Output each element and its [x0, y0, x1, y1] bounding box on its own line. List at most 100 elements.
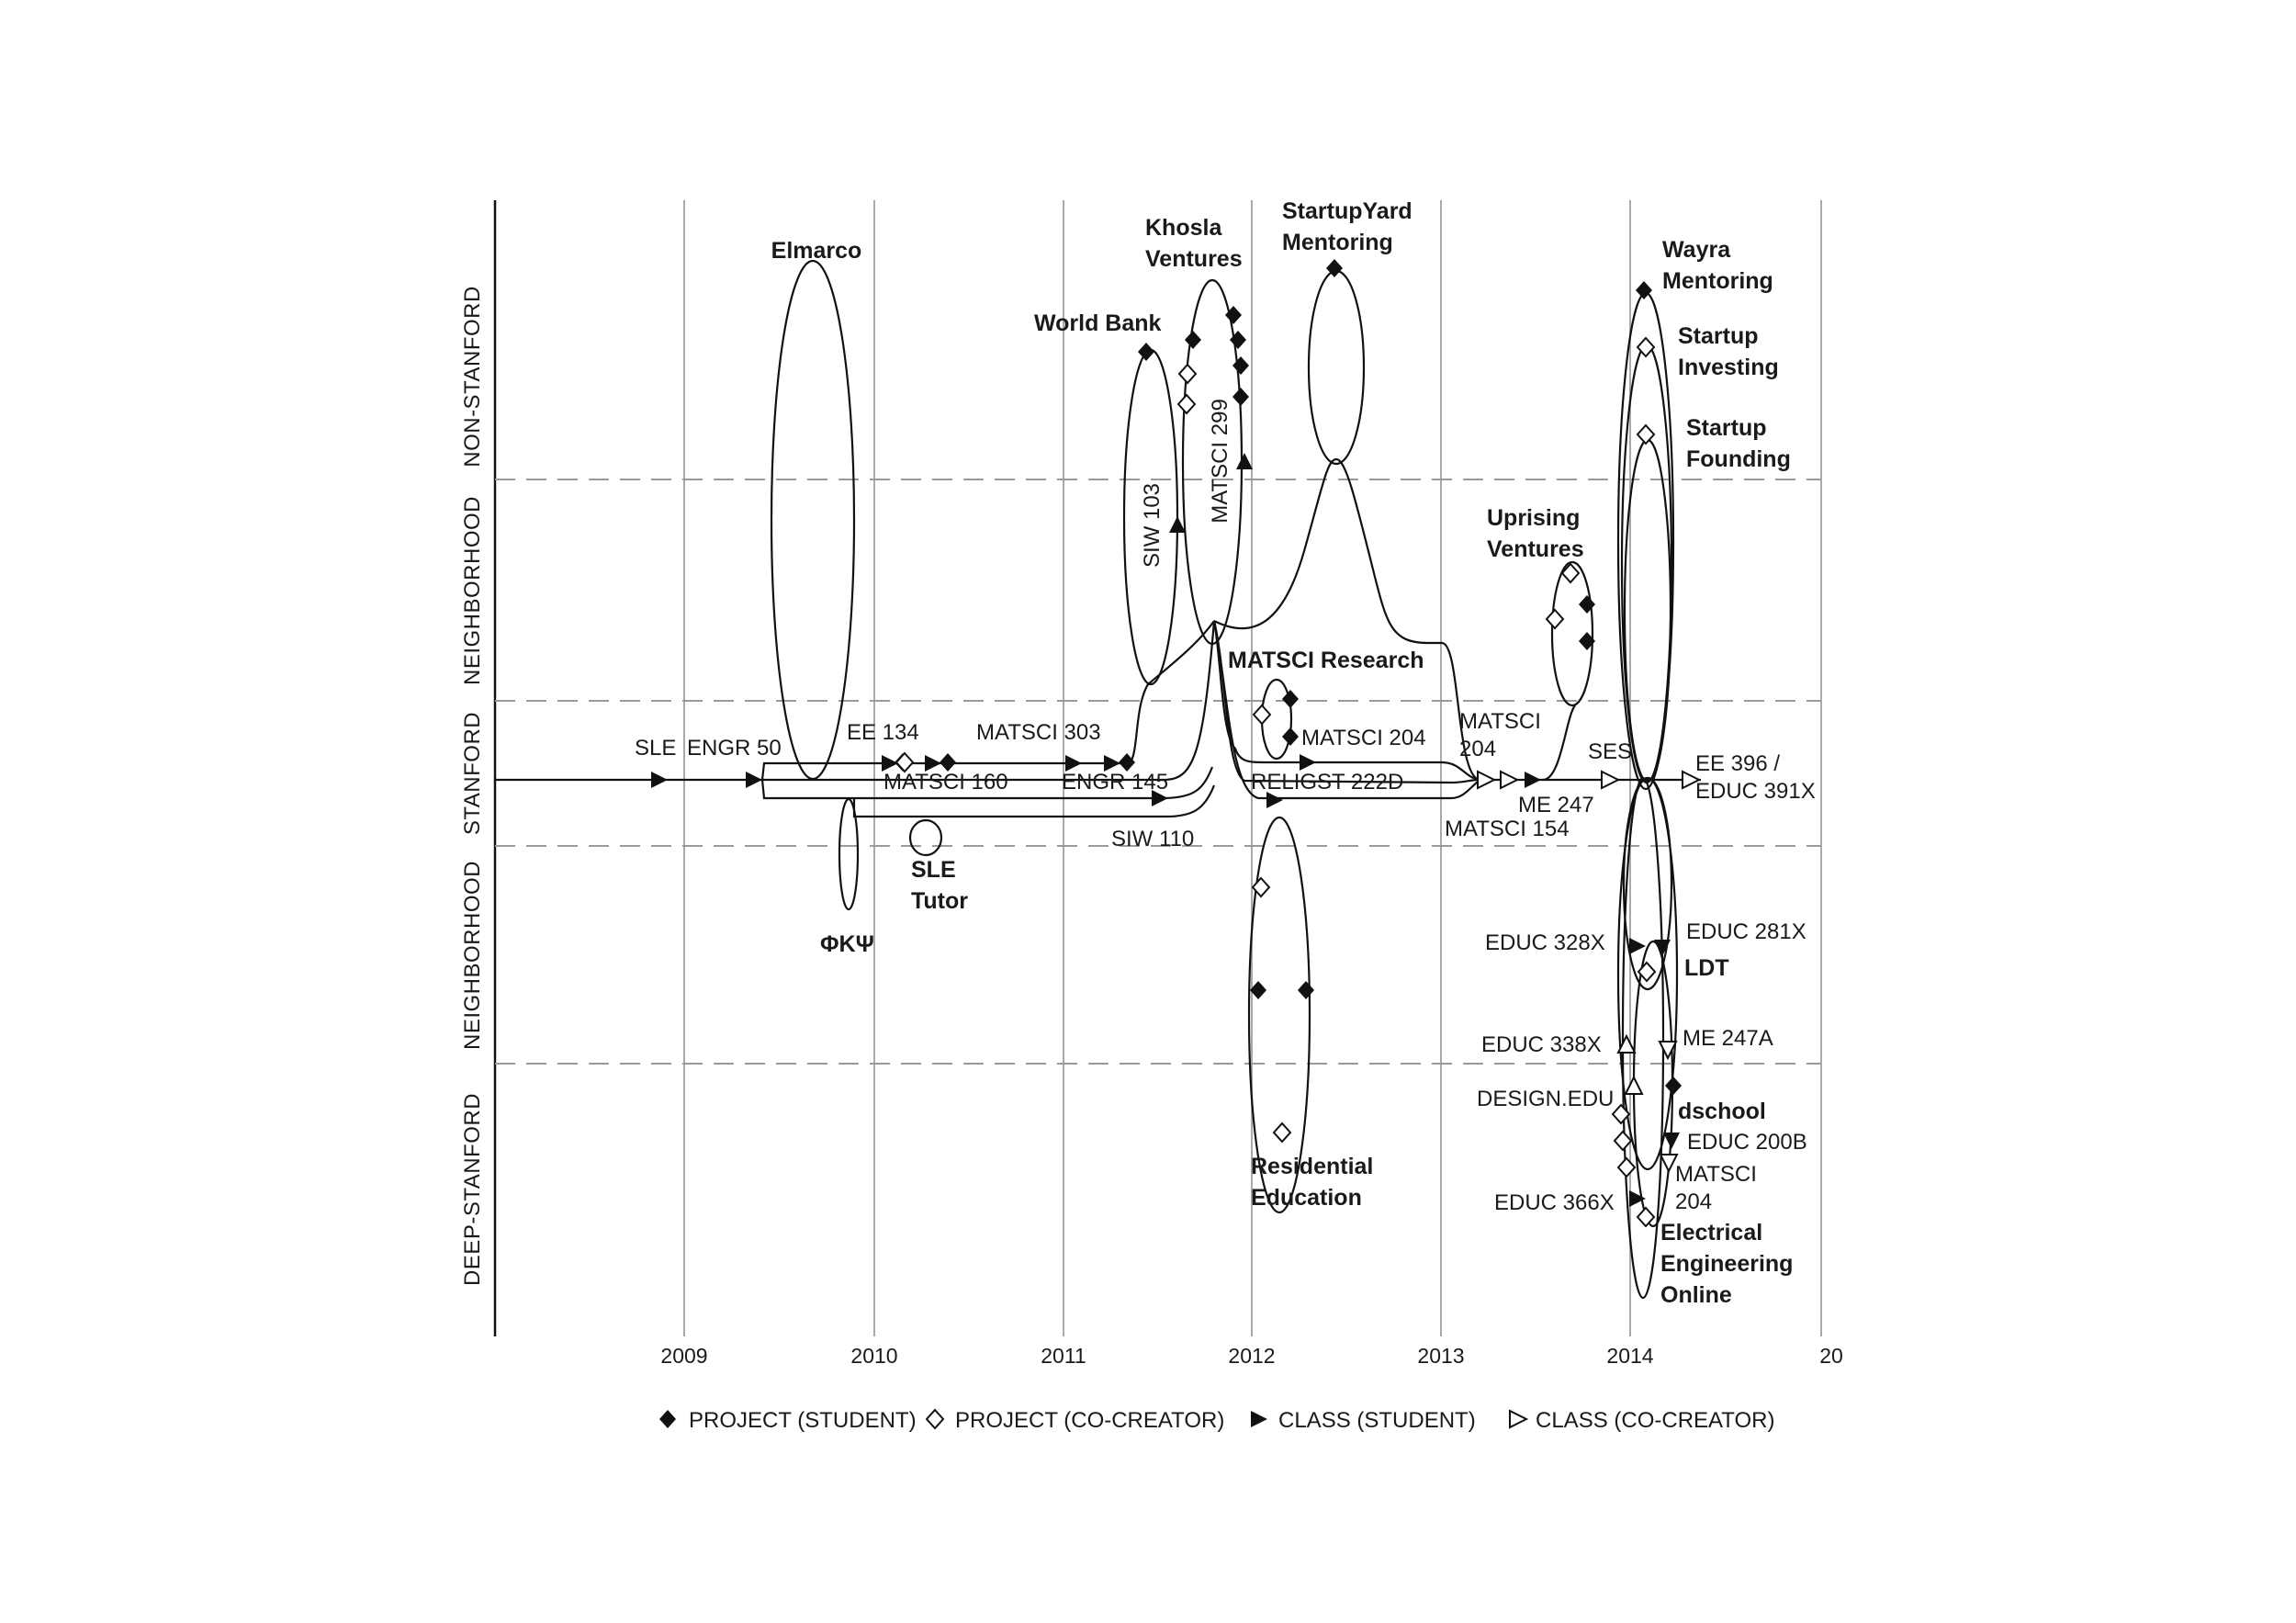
marker-dschool	[1665, 1076, 1682, 1095]
year-label-2011: 2011	[1041, 1344, 1086, 1368]
label-ee396: EE 396 / EDUC 391X	[1695, 751, 1816, 804]
marker-uprising-open-2	[1546, 609, 1564, 629]
marker-khosla-4	[1232, 356, 1249, 375]
label-startup-investing: Startup Investing	[1678, 323, 1779, 380]
label-uprising-line-1: Uprising	[1487, 505, 1580, 531]
legend-label-class-cocreator: CLASS (CO-CREATOR)	[1536, 1408, 1774, 1433]
marker-uprising-a	[1579, 595, 1595, 614]
legend-marker-project-student	[659, 1410, 676, 1428]
label-matsci-research: MATSCI Research	[1228, 648, 1424, 673]
legend-marker-class-cocreator	[1509, 1410, 1527, 1428]
marker-res-ed-b	[1298, 981, 1314, 999]
band-label-neighborhood-upper: NEIGHBORHOOD	[460, 496, 485, 685]
label-startup-founding: Startup Founding	[1686, 415, 1791, 472]
label-startupyard-line-1: StartupYard	[1282, 198, 1412, 224]
loop-elmarco	[770, 259, 856, 781]
band-label-non-stanford: NON-STANFORD	[460, 286, 485, 468]
node-labels: Elmarco Khosla Ventures StartupYard Mentor…	[771, 198, 1794, 1308]
label-khosla-line-1: Khosla	[1145, 215, 1222, 241]
marker-res-ed-open-2	[1273, 1122, 1291, 1143]
label-ldt: LDT	[1684, 955, 1729, 981]
markers	[651, 259, 1700, 1227]
label-wayra-line-1: Wayra	[1662, 237, 1731, 263]
path-to-worldbank	[1129, 683, 1149, 764]
legend-label-project-cocreator: PROJECT (CO-CREATOR)	[955, 1408, 1224, 1433]
label-religst222d: RELIGST 222D	[1251, 770, 1403, 795]
label-siw110: SIW 110	[1111, 827, 1194, 851]
label-startupyard: StartupYard Mentoring	[1282, 198, 1412, 255]
path-rail-upper	[760, 761, 1130, 781]
band-label-stanford: STANFORD	[460, 712, 485, 835]
label-electrical-engineering-online-line-1: Electrical	[1660, 1220, 1762, 1245]
label-dschool: dschool	[1678, 1099, 1766, 1124]
marker-matsci-research-b	[1282, 727, 1299, 746]
loop-dschool	[1616, 776, 1679, 1171]
year-labels: 2009 2010 2011 2012 2013 2014 20	[660, 1344, 1842, 1368]
marker-eeo	[1637, 1207, 1655, 1227]
label-ee396-line-1: EE 396 /	[1695, 751, 1780, 776]
label-electrical-engineering-online: Electrical Engineering Online	[1660, 1220, 1793, 1308]
loop-deep-stanford-left	[1621, 776, 1665, 1300]
label-educ338x: EDUC 338X	[1481, 1032, 1602, 1057]
marker-matsci299	[1236, 453, 1253, 469]
label-startup-founding-line-2: Founding	[1686, 446, 1791, 472]
marker-elmarco-b	[940, 753, 956, 772]
label-electrical-engineering-online-line-3: Online	[1660, 1282, 1732, 1308]
label-residential-education-line-2: Education	[1251, 1185, 1362, 1211]
path-religst-rail	[1304, 761, 1480, 782]
label-khosla: Khosla Ventures	[1145, 215, 1243, 272]
label-startup-founding-line-1: Startup	[1686, 415, 1767, 441]
marker-khosla-open-1	[1178, 364, 1197, 384]
label-world-bank: World Bank	[1034, 310, 1162, 336]
marker-khosla-open-2	[1177, 394, 1196, 414]
marker-sle	[651, 772, 668, 788]
label-uprising-line-2: Ventures	[1487, 536, 1584, 562]
band-label-deep-stanford: DEEP-STANFORD	[460, 1093, 485, 1286]
label-matsci204-b-line-1: MATSCI	[1459, 709, 1541, 734]
year-label-2015: 20	[1819, 1344, 1843, 1368]
label-residential-education-line-1: Residential	[1251, 1154, 1373, 1179]
marker-educ328x	[1629, 938, 1646, 954]
marker-world-bank	[1138, 343, 1154, 361]
marker-matsci-research-open	[1253, 704, 1271, 725]
legend-marker-project-cocreator	[926, 1409, 944, 1429]
label-matsci204-c-line-2: 204	[1675, 1189, 1712, 1214]
label-wayra: Wayra Mentoring	[1662, 237, 1773, 294]
path-uprising-stem	[1542, 704, 1576, 782]
label-engr145: ENGR 145	[1062, 770, 1168, 795]
label-educ200b: EDUC 200B	[1687, 1130, 1807, 1155]
year-label-2014: 2014	[1606, 1344, 1653, 1368]
marker-educ281x	[1654, 940, 1671, 956]
label-sle-tutor-line-2: Tutor	[911, 888, 968, 914]
loop-startupyard	[1307, 269, 1366, 466]
label-matsci299: MATSCI 299	[1208, 399, 1232, 524]
year-gridlines	[683, 200, 1822, 1336]
label-sle-tutor: SLE Tutor	[911, 857, 968, 914]
label-ee134: EE 134	[847, 720, 919, 745]
label-educ366x: EDUC 366X	[1494, 1190, 1615, 1215]
band-labels: NON-STANFORD NEIGHBORHOOD STANFORD NEIGH…	[460, 286, 485, 1286]
marker-matsci-research-a	[1282, 690, 1299, 708]
path-hub-to-startupyard	[1213, 457, 1480, 782]
label-matsci160: MATSCI 160	[884, 770, 1008, 795]
path-siw-to-hub	[1147, 620, 1215, 685]
band-label-neighborhood-lower: NEIGHBORHOOD	[460, 861, 485, 1050]
marker-khosla-1	[1185, 331, 1201, 349]
label-ee396-line-2: EDUC 391X	[1695, 779, 1816, 804]
label-startup-investing-line-2: Investing	[1678, 355, 1779, 380]
label-electrical-engineering-online-line-2: Engineering	[1660, 1251, 1793, 1277]
label-startup-investing-line-1: Startup	[1678, 323, 1759, 349]
label-elmarco: Elmarco	[771, 238, 862, 264]
label-engr50: ENGR 50	[687, 736, 782, 761]
class-labels: SLE ENGR 50 EE 134 MATSCI 303 MATSCI 160…	[635, 399, 1816, 1215]
loop-uprising	[1550, 560, 1594, 707]
path-rail-siw110	[852, 784, 1216, 818]
label-educ328x: EDUC 328X	[1485, 930, 1605, 955]
loop-phi-kappa-psi	[838, 797, 860, 911]
label-matsci204-b-line-2: 204	[1459, 737, 1496, 761]
year-label-2009: 2009	[660, 1344, 707, 1368]
marker-educ200b	[1663, 1133, 1680, 1149]
path-engr145-to-hub	[1164, 620, 1216, 782]
marker-siw103	[1169, 516, 1186, 533]
